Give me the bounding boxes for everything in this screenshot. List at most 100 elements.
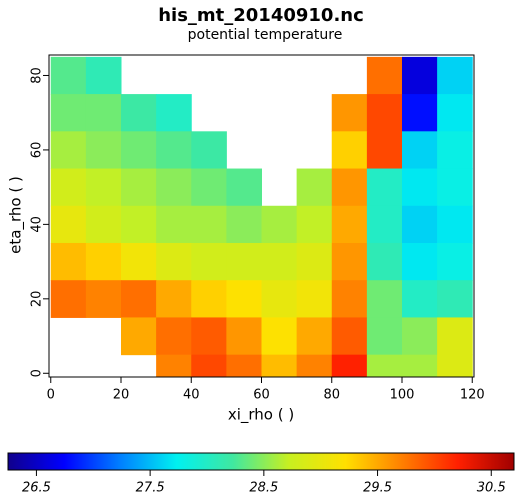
y-tick-label: 20	[30, 291, 45, 308]
colorbar-tick-label: 28.5	[249, 481, 278, 496]
x-tick-label: 60	[253, 388, 270, 403]
heatmap-cell	[331, 168, 368, 207]
heatmap-cell	[85, 168, 122, 207]
colorbar-tick-label: 26.5	[22, 481, 51, 496]
heatmap-cell	[121, 317, 157, 356]
heatmap-cell	[226, 354, 262, 377]
y-tick-label: 80	[30, 67, 45, 84]
y-tick-label: 60	[30, 142, 45, 159]
heatmap-cell	[50, 56, 87, 95]
heatmap-cell	[437, 205, 473, 244]
heatmap-cell	[156, 354, 192, 377]
heatmap-cell	[50, 205, 87, 244]
heatmap-cell	[156, 205, 192, 244]
heatmap-cell	[296, 168, 333, 207]
x-tick-label: 120	[460, 388, 485, 403]
heatmap-cell	[50, 280, 87, 318]
heatmap-cell	[437, 317, 473, 356]
heatmap-cell	[401, 205, 438, 244]
y-tick-label: 0	[30, 369, 45, 377]
heatmap-cell	[85, 242, 122, 281]
heatmap-cell	[331, 94, 368, 132]
x-tick-label: 40	[183, 388, 200, 403]
colorbar-tick-label: 29.5	[363, 481, 392, 496]
heatmap-cell	[296, 317, 333, 356]
heatmap-cell	[366, 205, 403, 244]
heatmap-cell	[401, 56, 438, 95]
heatmap-cell	[191, 354, 227, 377]
heatmap-cell	[50, 131, 87, 170]
heatmap-cell	[401, 242, 438, 281]
heatmap-cell	[156, 317, 192, 356]
colorbar-tick-label: 30.5	[477, 481, 506, 496]
x-tick-label: 80	[323, 388, 340, 403]
heatmap-cell	[156, 242, 192, 281]
heatmap-cell	[191, 280, 227, 318]
heatmap-cell	[331, 354, 368, 377]
heatmap-cell	[261, 317, 298, 356]
heatmap-cell	[121, 131, 157, 170]
heatmap-cell	[226, 205, 262, 244]
heatmap-cell	[226, 242, 262, 281]
heatmap-cell	[401, 317, 438, 356]
heatmap-cell	[401, 354, 438, 377]
heatmap-cell	[437, 56, 473, 95]
heatmap-cell	[121, 94, 157, 132]
colorbar-tick-label: 27.5	[136, 481, 165, 496]
heatmap	[50, 56, 473, 377]
heatmap-cell	[85, 56, 122, 95]
heatmap-cell	[366, 354, 403, 377]
heatmap-cell	[296, 354, 333, 377]
heatmap-cell	[366, 56, 403, 95]
heatmap-cell	[437, 354, 473, 377]
x-tick-label: 0	[47, 388, 55, 403]
x-axis-label: xi_rho ( )	[228, 406, 294, 425]
heatmap-cell	[226, 168, 262, 207]
heatmap-cell	[191, 168, 227, 207]
heatmap-cell	[366, 317, 403, 356]
heatmap-cell	[296, 242, 333, 281]
heatmap-cell	[50, 168, 87, 207]
chart-title: his_mt_20140910.nc	[158, 5, 364, 26]
heatmap-cell	[261, 242, 298, 281]
heatmap-cell	[437, 131, 473, 170]
y-tick-label: 40	[30, 216, 45, 233]
heatmap-cell	[85, 131, 122, 170]
heatmap-cell	[121, 205, 157, 244]
heatmap-cell	[191, 317, 227, 356]
y-axis-label: eta_rho ( )	[7, 176, 26, 254]
colorbar	[7, 452, 515, 471]
heatmap-cell	[156, 280, 192, 318]
heatmap-cell	[366, 131, 403, 170]
heatmap-cell	[191, 242, 227, 281]
heatmap-cell	[261, 280, 298, 318]
heatmap-cell	[331, 242, 368, 281]
heatmap-cell	[331, 131, 368, 170]
heatmap-cell	[156, 131, 192, 170]
heatmap-cell	[261, 205, 298, 244]
heatmap-cell	[366, 242, 403, 281]
heatmap-cell	[191, 205, 227, 244]
heatmap-cell	[191, 131, 227, 170]
heatmap-cell	[401, 131, 438, 170]
heatmap-cell	[401, 94, 438, 132]
heatmap-cell	[121, 280, 157, 318]
heatmap-cell	[261, 354, 298, 377]
x-tick-label: 100	[390, 388, 415, 403]
heatmap-cell	[121, 242, 157, 281]
heatmap-cell	[401, 168, 438, 207]
heatmap-cell	[226, 317, 262, 356]
heatmap-cell	[121, 168, 157, 207]
heatmap-cell	[50, 242, 87, 281]
heatmap-cell	[331, 317, 368, 356]
heatmap-cell	[437, 94, 473, 132]
chart-subtitle: potential temperature	[188, 27, 343, 43]
heatmap-cell	[331, 205, 368, 244]
x-tick-label: 20	[113, 388, 130, 403]
heatmap-cell	[85, 94, 122, 132]
heatmap-cell	[85, 205, 122, 244]
heatmap-cell	[156, 168, 192, 207]
heatmap-cell	[226, 280, 262, 318]
heatmap-cell	[437, 280, 473, 318]
